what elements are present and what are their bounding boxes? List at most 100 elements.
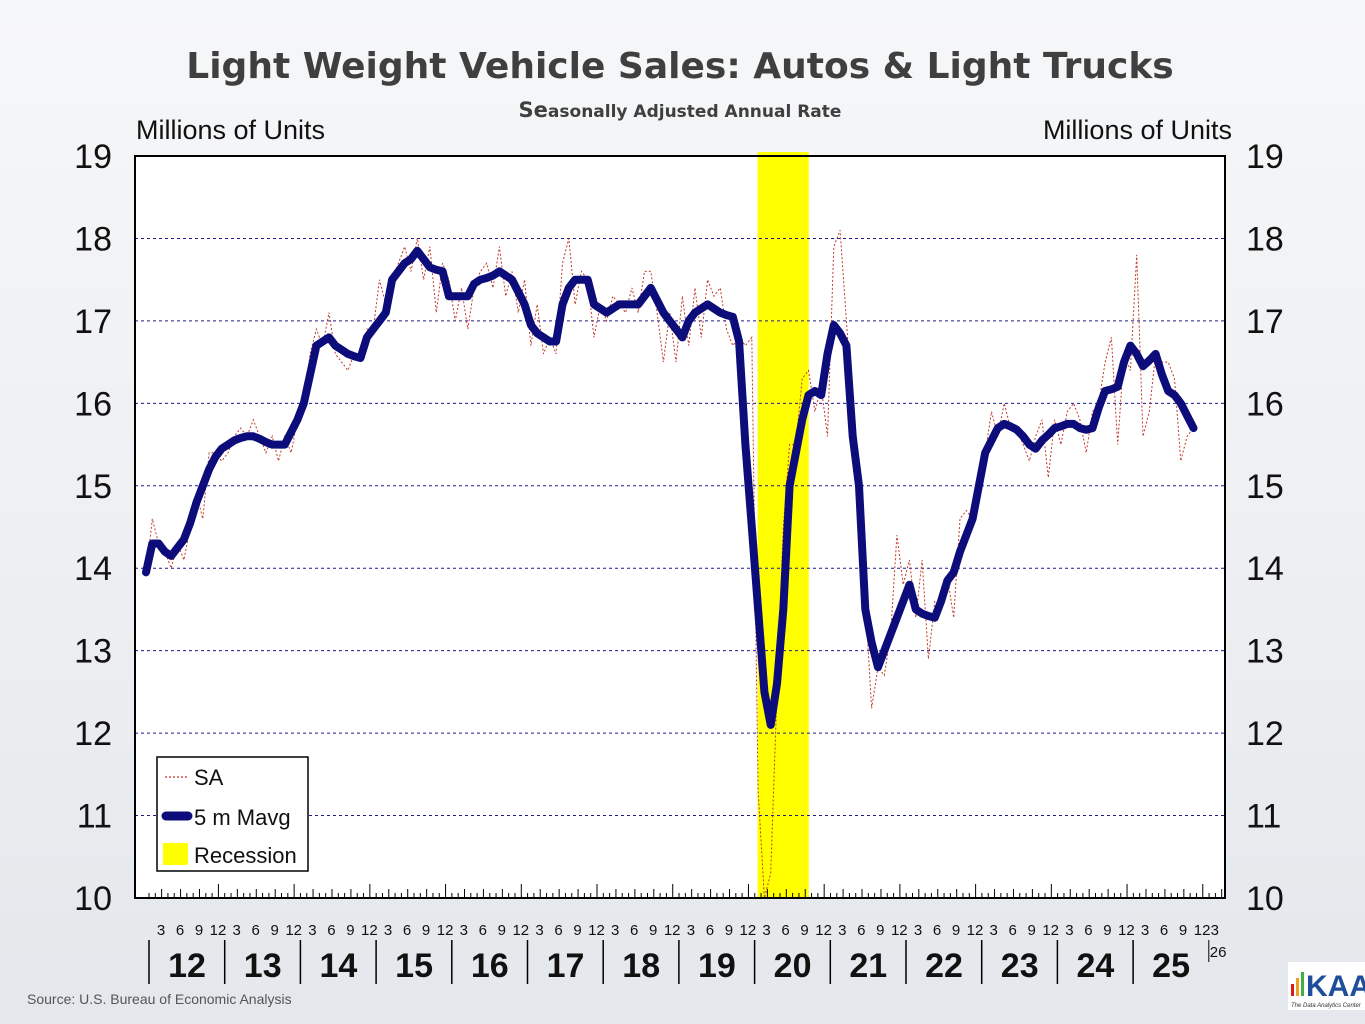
month-tick-label: 6 (176, 922, 184, 939)
y-tick-label-left: 16 (74, 385, 112, 423)
svg-text:KAA: KAA (1306, 970, 1365, 1003)
y-tick-label-right: 11 (1246, 798, 1281, 836)
year-label: 17 (547, 947, 585, 985)
year-label: 21 (849, 947, 887, 985)
y-tick-label-right: 13 (1246, 633, 1284, 671)
year-label: 23 (1001, 947, 1039, 985)
y-tick-label-right: 15 (1246, 468, 1284, 506)
year-label: 22 (925, 947, 963, 985)
month-tick-label: 3 (535, 922, 543, 939)
month-tick-label: 6 (1084, 922, 1092, 939)
month-tick-label: 3 (233, 922, 241, 939)
year-label: 19 (698, 947, 736, 985)
month-tick-label: 12 (210, 922, 227, 939)
y-tick-label-left: 15 (74, 468, 112, 506)
month-tick-label: 6 (630, 922, 638, 939)
month-tick-label: 9 (346, 922, 354, 939)
y-tick-label-right: 16 (1246, 385, 1284, 423)
y-tick-label-left: 12 (74, 715, 112, 753)
y-axis-label-right: Millions of Units (1043, 115, 1232, 145)
year-label: 26 (1210, 944, 1227, 961)
month-tick-label: 3 (157, 922, 165, 939)
y-tick-label-right: 17 (1246, 303, 1284, 341)
legend-recession-swatch (163, 843, 188, 865)
month-tick-label: 3 (611, 922, 619, 939)
month-tick-label: 3 (990, 922, 998, 939)
month-tick-label: 6 (479, 922, 487, 939)
year-label: 13 (244, 947, 282, 985)
month-tick-label: 3 (687, 922, 695, 939)
month-tick-label: 6 (554, 922, 562, 939)
month-tick-label: 9 (573, 922, 581, 939)
kaa-logo: KAA The Data Analytics Center (1288, 962, 1365, 1010)
subtitle-rest: asonally Adjusted Annual Rate (548, 102, 842, 122)
month-tick-label: 3 (914, 922, 922, 939)
month-tick-label: 12 (588, 922, 605, 939)
year-label: 25 (1152, 947, 1190, 985)
year-label: 14 (319, 947, 357, 985)
month-tick-label: 3 (1065, 922, 1073, 939)
month-tick-label: 6 (933, 922, 941, 939)
month-tick-label: 9 (952, 922, 960, 939)
month-tick-label: 12 (285, 922, 302, 939)
month-tick-label: 9 (1028, 922, 1036, 939)
month-tick-label: 12 (1194, 922, 1211, 939)
plot-border (134, 155, 1226, 899)
month-tick-label: 3 (308, 922, 316, 939)
legend-recession-label: Recession (194, 843, 297, 868)
y-tick-label-left: 14 (74, 550, 112, 588)
y-tick-label-left: 10 (74, 880, 112, 918)
month-tick-label: 9 (1179, 922, 1187, 939)
y-tick-label-right: 19 (1246, 138, 1284, 176)
month-tick-label: 3 (460, 922, 468, 939)
month-tick-label: 12 (1118, 922, 1135, 939)
month-tick-label: 9 (498, 922, 506, 939)
y-axis-label-left: Millions of Units (136, 115, 325, 145)
month-tick-label: 3 (1141, 922, 1149, 939)
month-tick-label: 6 (706, 922, 714, 939)
month-tick-label: 9 (195, 922, 203, 939)
source-note: Source: U.S. Bureau of Economic Analysis (27, 991, 292, 1007)
y-tick-label-left: 17 (74, 303, 112, 341)
month-tick-label: 12 (361, 922, 378, 939)
month-tick-label: 12 (967, 922, 984, 939)
month-tick-label: 6 (1160, 922, 1168, 939)
month-tick-label: 9 (649, 922, 657, 939)
y-tick-label-left: 13 (74, 633, 112, 671)
month-tick-label: 3 (384, 922, 392, 939)
year-label: 12 (168, 947, 206, 985)
year-label: 16 (471, 947, 509, 985)
year-label: 20 (774, 947, 812, 985)
y-tick-label-right: 12 (1246, 715, 1284, 753)
month-tick-label: 9 (725, 922, 733, 939)
month-tick-label: 12 (740, 922, 757, 939)
month-tick-label: 3 (762, 922, 770, 939)
month-tick-label: 9 (800, 922, 808, 939)
mavg-line (142, 246, 1198, 729)
month-tick-label: 6 (1009, 922, 1017, 939)
svg-text:The Data Analytics Center: The Data Analytics Center (1291, 1003, 1362, 1009)
month-tick-label: 12 (1042, 922, 1059, 939)
month-tick-label: 9 (1103, 922, 1111, 939)
subtitle-lead: Se (519, 98, 548, 122)
y-tick-label-right: 14 (1246, 550, 1284, 588)
y-tick-label-left: 19 (74, 138, 112, 176)
month-tick-label: 12 (664, 922, 681, 939)
plot-area (135, 156, 1225, 898)
month-tick-label: 6 (327, 922, 335, 939)
month-tick-label: 12 (815, 922, 832, 939)
year-label: 15 (395, 947, 433, 985)
y-tick-label-left: 18 (74, 220, 112, 258)
month-tick-label: 6 (403, 922, 411, 939)
month-tick-label: 9 (271, 922, 279, 939)
legend: SA 5 m Mavg Recession (156, 756, 309, 872)
month-tick-label: 12 (891, 922, 908, 939)
month-tick-label: 12 (512, 922, 529, 939)
month-tick-label: 12 (437, 922, 454, 939)
month-tick-label: 6 (857, 922, 865, 939)
month-tick-label: 9 (422, 922, 430, 939)
chart-title: Light Weight Vehicle Sales: Autos & Ligh… (186, 46, 1173, 87)
month-tick-label: 6 (252, 922, 260, 939)
y-tick-label-right: 18 (1246, 220, 1284, 258)
